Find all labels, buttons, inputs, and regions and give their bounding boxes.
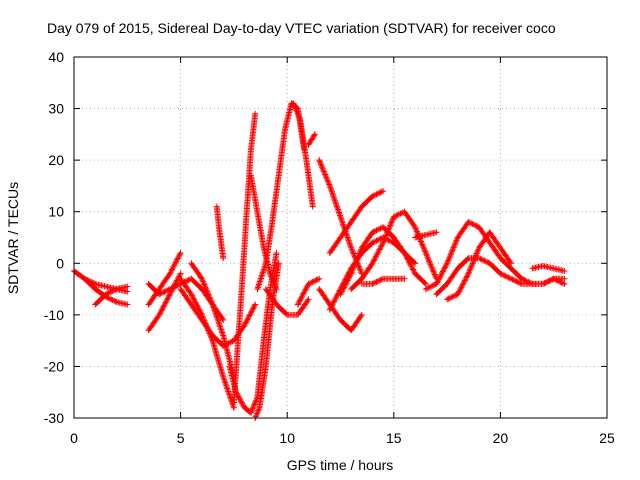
series-arc-16 [262,286,312,318]
scatter-points [262,286,312,318]
series-arc-9 [188,260,237,380]
x-tick-label: 20 [493,430,509,446]
x-axis-label: GPS time / hours [287,457,394,473]
x-tick-label: 0 [70,430,78,446]
x-tick-labels: 0 5 10 15 20 25 [70,430,615,446]
scatter-points [188,260,237,380]
scatter-points [326,234,419,313]
scatter-points [305,131,318,148]
series-arc-26 [358,275,408,287]
scatter-points [348,208,440,293]
y-tick-label: -10 [44,307,64,323]
scatter-points [290,100,316,210]
x-tick-label: 25 [599,430,615,446]
series-arc-6 [145,250,184,308]
data-points [71,100,568,421]
scatter-points [294,275,323,308]
series-arc-24 [326,188,387,256]
series-arc-11 [230,110,259,406]
y-tick-label: 20 [48,152,64,168]
y-axis-label: SDTVAR / TECUs [5,182,21,294]
scatter-points [213,203,227,262]
y-tick-label: 40 [48,49,64,65]
x-tick-label: 15 [386,430,402,446]
scatter-points [412,229,440,241]
scatter-points [326,188,387,256]
y-tick-label: 10 [48,204,64,220]
scatter-points [177,275,237,411]
plot-frame [73,56,608,419]
series-arc-19 [305,131,318,148]
series-arc-8 [177,275,237,411]
series-arc-18 [294,275,323,308]
y-tick-labels: -30 -20 -10 0 10 20 30 40 [44,49,64,426]
x-tick-label: 5 [177,430,185,446]
series-arc-25 [348,208,440,293]
series-arc-10 [213,203,227,262]
y-tick-label: -20 [44,358,64,374]
y-tick-label: -30 [44,410,64,426]
scatter-points [358,275,408,287]
scatter-points [444,229,515,303]
y-tick-label: 30 [48,101,64,117]
x-tick-label: 10 [279,430,295,446]
scatter-points [433,255,568,298]
scatter-points [230,110,259,406]
series-arc-31 [529,262,568,274]
series-arc-29 [444,229,515,303]
axis-ticks [73,56,608,419]
scatter-points [529,262,568,274]
series-arc-30 [412,229,440,241]
series-arc-17 [290,100,316,210]
scatter-points [92,283,131,308]
chart-title: Day 079 of 2015, Sidereal Day-to-day VTE… [47,20,556,36]
scatter-points [145,250,184,308]
y-tick-label: 0 [56,255,64,271]
series-arc-3 [92,283,131,308]
series-arc-28 [433,255,568,298]
series-arc-22 [326,234,419,313]
